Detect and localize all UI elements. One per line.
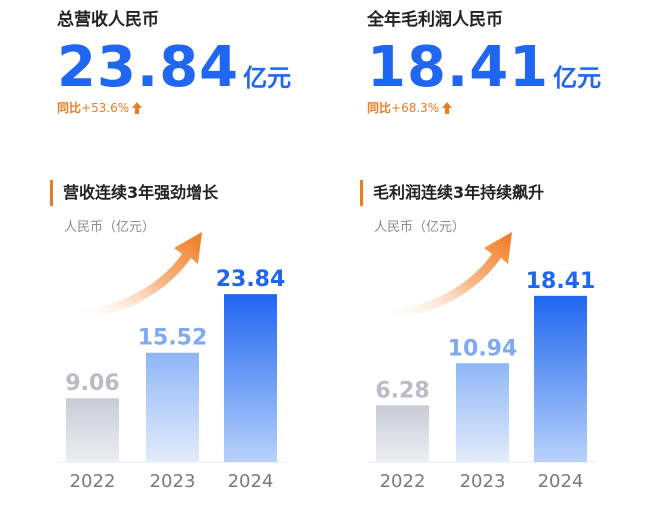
kpi-label: 总营收人民币 <box>57 10 159 30</box>
data-label: 10.94 <box>448 336 518 361</box>
chart-title: 营收连续3年强劲增长 <box>50 180 218 206</box>
data-label: 9.06 <box>65 371 119 396</box>
tick-label: 2024 <box>228 471 274 492</box>
tick-label: 2022 <box>70 471 116 492</box>
tick-label: 2023 <box>460 471 506 492</box>
kpi-value-row: 23.84 亿元 <box>57 32 357 96</box>
revenue-chart: 9.06 2022 15.52 2023 23.84 2024 营收连续3年强劲增长 人民… <box>50 180 350 512</box>
kpi-value: 23.84 <box>57 35 240 100</box>
arrow-up-icon <box>442 102 453 114</box>
chart-unit-label: 人民币（亿元） <box>64 220 156 235</box>
bar <box>534 295 587 462</box>
kpi-yoy: 同比 +68.3% <box>367 98 645 118</box>
kpi-value: 18.41 <box>367 35 550 100</box>
data-label: 15.52 <box>138 326 208 351</box>
revenue-chart-svg: 9.06 2022 15.52 2023 23.84 2024 <box>58 232 286 492</box>
kpi-revenue: 总营收人民币 23.84 亿元 同比 +53.6% <box>57 8 357 118</box>
tick-label: 2023 <box>150 471 196 492</box>
data-label: 6.28 <box>375 378 429 403</box>
yoy-value: +68.3% <box>391 101 440 115</box>
kpi-gross-profit: 全年毛利润人民币 18.41 亿元 同比 +68.3% <box>367 8 645 118</box>
kpi-unit: 亿元 <box>553 64 602 92</box>
trend-arrow-icon <box>380 232 512 320</box>
bar <box>224 294 277 462</box>
gross-profit-chart-svg: 6.28 2022 10.94 2023 18.41 2024 <box>368 232 596 492</box>
gross-profit-chart: 6.28 2022 10.94 2023 18.41 2024 毛利润连续3年持续飙升 人… <box>360 180 645 512</box>
bar <box>376 405 429 462</box>
kpi-value-row: 18.41 亿元 <box>367 32 645 96</box>
tick-label: 2024 <box>538 471 584 492</box>
arrow-up-icon <box>132 102 143 114</box>
kpi-yoy: 同比 +53.6% <box>57 98 357 118</box>
bar <box>66 398 119 462</box>
yoy-value: +53.6% <box>81 101 130 115</box>
yoy-label: 同比 <box>57 101 82 115</box>
trend-arrow-icon <box>70 232 202 320</box>
kpi-unit: 亿元 <box>243 64 292 92</box>
data-label: 23.84 <box>216 267 286 292</box>
tick-label: 2022 <box>380 471 426 492</box>
chart-title: 毛利润连续3年持续飙升 <box>360 180 544 206</box>
bar <box>146 352 199 462</box>
kpi-label: 全年毛利润人民币 <box>367 10 503 30</box>
chart-unit-label: 人民币（亿元） <box>374 220 466 235</box>
bar <box>456 363 509 462</box>
data-label: 18.41 <box>526 269 596 294</box>
yoy-label: 同比 <box>367 101 392 115</box>
